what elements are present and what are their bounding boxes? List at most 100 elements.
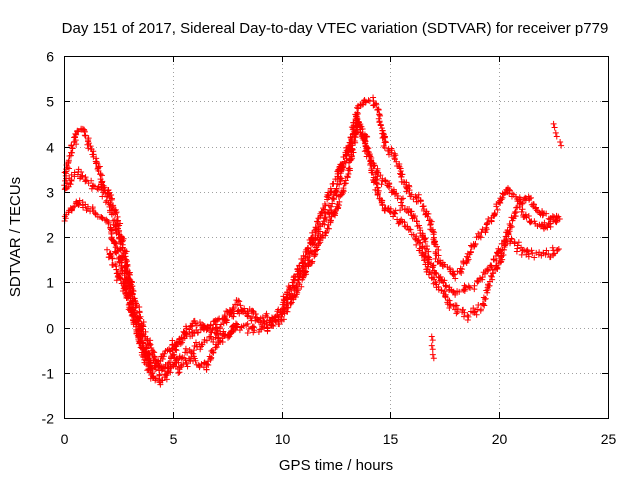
- data-point: [488, 263, 495, 270]
- data-point: [501, 190, 508, 197]
- data-point: [203, 366, 210, 373]
- y-tick-label: 2: [46, 230, 54, 246]
- data-point: [464, 317, 471, 324]
- y-tick-labels: -2 -1 0 1 2 3 4 5 6: [42, 49, 55, 427]
- data-point: [119, 241, 126, 248]
- data-point: [484, 219, 491, 226]
- data-point: [391, 191, 398, 198]
- data-point: [508, 236, 515, 243]
- data-point: [109, 261, 116, 268]
- data-point: [491, 210, 498, 217]
- data-point: [183, 360, 190, 367]
- data-point: [263, 310, 270, 317]
- data-point: [146, 342, 153, 349]
- data-point: [546, 220, 553, 227]
- data-point: [129, 313, 136, 320]
- data-point: [192, 357, 199, 364]
- data-point: [531, 254, 538, 261]
- data-point: [336, 181, 343, 188]
- data-point: [294, 289, 301, 296]
- data-point: [107, 224, 114, 231]
- data-point: [201, 339, 208, 346]
- data-point: [482, 229, 489, 236]
- data-point: [320, 218, 327, 225]
- data-point: [430, 262, 437, 269]
- data-point: [81, 127, 88, 134]
- data-point: [379, 199, 386, 206]
- data-point: [182, 345, 189, 352]
- data-point: [480, 301, 487, 308]
- data-point: [106, 250, 113, 257]
- data-point: [354, 127, 361, 134]
- data-point: [357, 102, 364, 109]
- data-point: [351, 133, 358, 140]
- data-point: [461, 309, 468, 316]
- series-track-b: [61, 110, 561, 388]
- data-point: [459, 266, 466, 273]
- data-point: [522, 211, 529, 218]
- data-point: [513, 204, 520, 211]
- data-point: [108, 204, 115, 211]
- data-point: [98, 181, 105, 188]
- data-point: [386, 208, 393, 215]
- data-point: [163, 376, 170, 383]
- data-point: [429, 351, 436, 358]
- data-point: [357, 126, 364, 133]
- data-point: [275, 316, 282, 323]
- data-points: [61, 94, 565, 388]
- data-point: [186, 326, 193, 333]
- y-tick-label: 6: [46, 49, 54, 65]
- data-point: [429, 337, 436, 344]
- data-point: [382, 178, 389, 185]
- data-point: [490, 269, 497, 276]
- data-point: [189, 323, 196, 330]
- data-point: [463, 259, 470, 266]
- data-point: [518, 208, 525, 215]
- data-point: [309, 258, 316, 265]
- data-point: [373, 176, 380, 183]
- data-point: [479, 274, 486, 281]
- data-point: [399, 195, 406, 202]
- data-point: [470, 305, 477, 312]
- data-point: [553, 212, 560, 219]
- data-point: [74, 128, 81, 135]
- data-point: [109, 255, 116, 262]
- data-point: [381, 139, 388, 146]
- data-point: [415, 191, 422, 198]
- data-point: [73, 131, 80, 138]
- y-tick-label: 1: [46, 275, 54, 291]
- data-point: [554, 217, 561, 224]
- x-tick-label: 0: [61, 431, 69, 447]
- data-point: [546, 216, 553, 223]
- data-point: [83, 207, 90, 214]
- data-point: [363, 144, 370, 151]
- data-point: [549, 244, 556, 251]
- data-point: [73, 141, 80, 148]
- data-point: [220, 328, 227, 335]
- data-point: [116, 246, 123, 253]
- data-point: [243, 322, 250, 329]
- data-point: [190, 347, 197, 354]
- data-point: [312, 224, 319, 231]
- data-point: [248, 313, 255, 320]
- data-point: [219, 339, 226, 346]
- x-tick-label: 20: [492, 431, 508, 447]
- data-point: [433, 243, 440, 250]
- data-point: [269, 319, 276, 326]
- data-point: [348, 145, 355, 152]
- data-point: [345, 147, 352, 154]
- data-point: [280, 293, 287, 300]
- data-point: [328, 188, 335, 195]
- data-point: [541, 219, 548, 226]
- data-point: [89, 204, 96, 211]
- data-point: [428, 218, 435, 225]
- data-point: [295, 268, 302, 275]
- data-point: [164, 370, 171, 377]
- data-point: [401, 219, 408, 226]
- data-point: [300, 264, 307, 271]
- data-point: [513, 248, 520, 255]
- data-point: [245, 325, 252, 332]
- data-point: [230, 313, 237, 320]
- data-point: [484, 220, 491, 227]
- data-point: [325, 225, 332, 232]
